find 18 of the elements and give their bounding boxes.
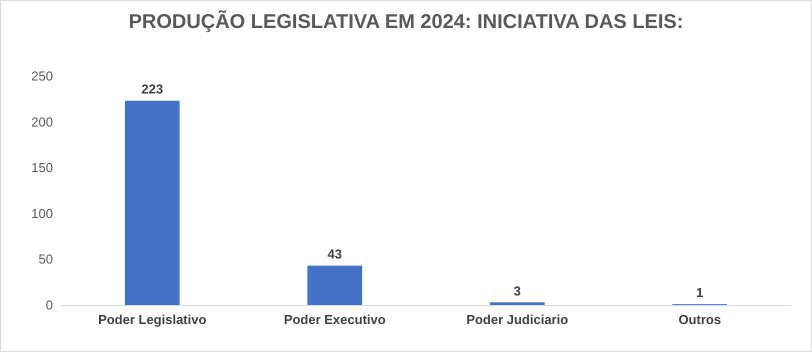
chart-title: PRODUÇÃO LEGISLATIVA EM 2024: INICIATIVA DAS LEIS: [128, 10, 684, 33]
y-tick-label: 250 [31, 68, 53, 84]
y-tick-label: 50 [38, 252, 53, 267]
y-tick-label: 100 [31, 206, 53, 221]
data-label: 43 [328, 246, 342, 262]
y-tick-label: 200 [31, 114, 53, 130]
x-tick-label: Poder Judiciario [466, 312, 568, 327]
bar [124, 100, 180, 305]
x-tick-label: Poder Executivo [284, 312, 386, 327]
y-tick-label: 0 [46, 298, 53, 312]
x-tick-label: Poder Legislativo [98, 312, 206, 327]
x-tick-label: Outros [678, 312, 722, 327]
bar [490, 302, 545, 305]
y-tick-label: 150 [31, 160, 53, 176]
data-label: 3 [514, 283, 521, 298]
data-label: 1 [696, 285, 704, 300]
bar [307, 266, 362, 305]
data-label: 223 [141, 82, 164, 97]
